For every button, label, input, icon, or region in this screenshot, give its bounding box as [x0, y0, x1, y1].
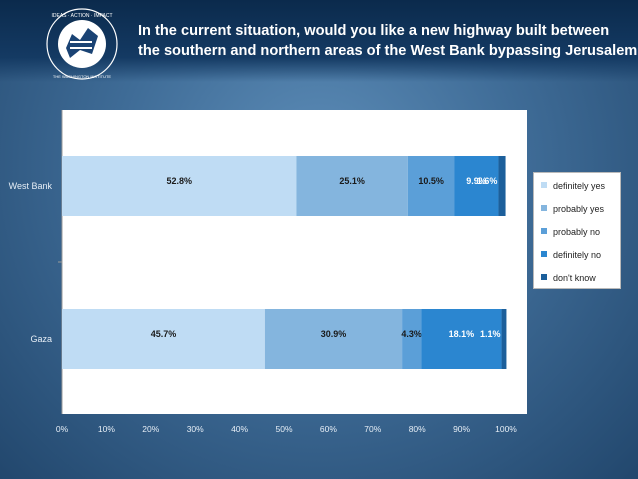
bar-segment — [62, 156, 297, 216]
x-tick-label: 60% — [320, 424, 337, 434]
data-label: 10.5% — [418, 176, 444, 186]
data-label: 45.7% — [151, 329, 177, 339]
data-label: 1.6% — [477, 176, 498, 186]
legend-label: don't know — [553, 273, 596, 283]
x-tick-label: 90% — [453, 424, 470, 434]
legend-label: definitely yes — [553, 181, 606, 191]
bar-segment — [296, 156, 408, 216]
data-label: 30.9% — [321, 329, 347, 339]
x-tick-label: 30% — [187, 424, 204, 434]
category-label: Gaza — [30, 334, 52, 344]
data-label: 1.1% — [480, 329, 501, 339]
x-tick-label: 10% — [98, 424, 115, 434]
logo-stripes — [70, 41, 92, 49]
x-tick-label: 70% — [364, 424, 381, 434]
title-line-2: the southern and northern areas of the W… — [138, 43, 638, 59]
legend-swatch — [541, 274, 547, 280]
bar-segment — [264, 309, 403, 369]
data-label: 9.9% — [466, 176, 487, 186]
legend-label: definitely no — [553, 250, 602, 260]
logo-ring — [46, 8, 118, 80]
x-tick-label: 40% — [231, 424, 248, 434]
data-label: 25.1% — [339, 176, 365, 186]
legend-label: probably no — [553, 227, 601, 237]
bar-segment — [407, 156, 455, 216]
legend-swatch — [541, 251, 547, 257]
bar-segment — [501, 309, 507, 369]
data-label: 52.8% — [166, 176, 192, 186]
title-line-1: In the current situation, would you like… — [138, 23, 610, 39]
legend-swatch — [541, 205, 547, 211]
legend-swatch — [541, 228, 547, 234]
x-tick-label: 100% — [495, 424, 517, 434]
x-tick-label: 0% — [56, 424, 69, 434]
data-label: 4.3% — [401, 329, 422, 339]
category-label: West Bank — [9, 181, 53, 191]
x-tick-label: 20% — [142, 424, 159, 434]
bar-segment — [402, 309, 422, 369]
bar-segment — [421, 309, 502, 369]
institute-logo: IDEAS · ACTION · IMPACT THE WASHINGTON I… — [46, 8, 118, 80]
x-tick-label: 80% — [409, 424, 426, 434]
svg-text:THE WASHINGTON INSTITUTE: THE WASHINGTON INSTITUTE — [53, 74, 112, 79]
data-label: 18.1% — [449, 329, 475, 339]
bar-segment — [454, 156, 499, 216]
x-tick-label: 50% — [275, 424, 292, 434]
bar-segment — [498, 156, 506, 216]
svg-text:IDEAS · ACTION · IMPACT: IDEAS · ACTION · IMPACT — [51, 13, 112, 19]
chart-legend: definitely yes probably yes probably no def… — [533, 172, 621, 289]
legend-label: probably yes — [553, 204, 605, 214]
chart-title: In the current situation, would you like… — [138, 21, 638, 61]
bar-segment — [62, 309, 265, 369]
legend-swatch — [541, 182, 547, 188]
